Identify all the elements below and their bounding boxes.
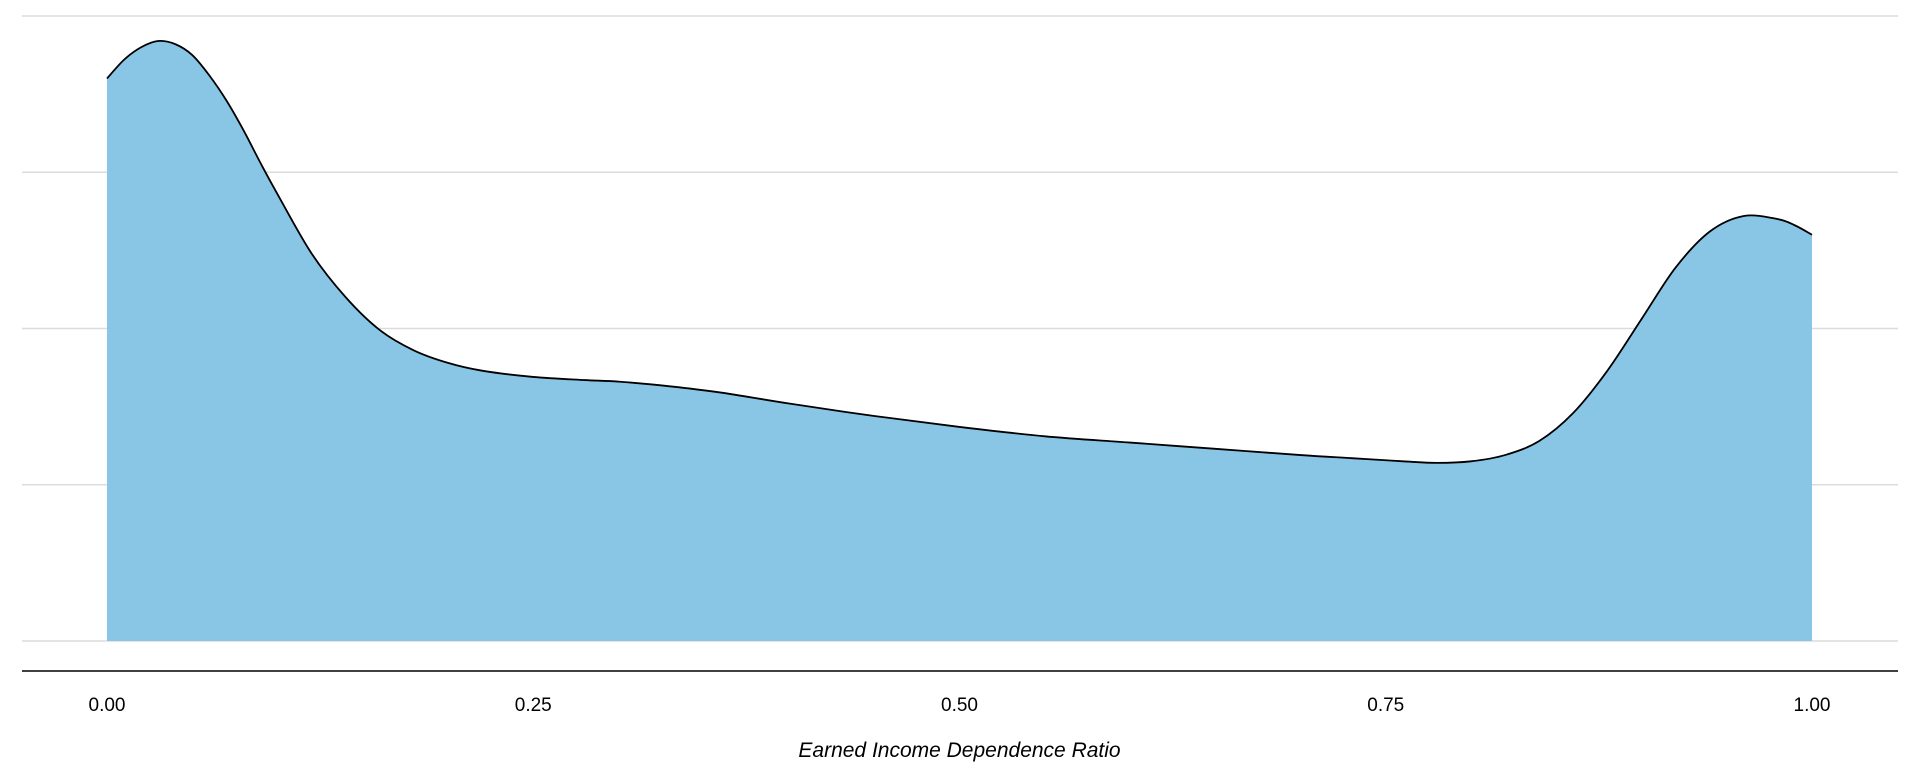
x-tick-label: 1.00 bbox=[1794, 695, 1831, 716]
density-area bbox=[107, 40, 1812, 641]
x-axis-title: Earned Income Dependence Ratio bbox=[798, 739, 1121, 762]
x-tick-label: 0.75 bbox=[1367, 695, 1404, 716]
x-tick-label: 0.25 bbox=[515, 695, 552, 716]
density-line bbox=[106, 39, 1813, 464]
x-tick-label: 0.50 bbox=[941, 695, 978, 716]
x-tick-labels: 0.00 0.25 0.50 0.75 1.00 bbox=[89, 695, 1831, 716]
x-tick-label: 0.00 bbox=[89, 695, 126, 716]
density-area-layer bbox=[106, 39, 1813, 641]
